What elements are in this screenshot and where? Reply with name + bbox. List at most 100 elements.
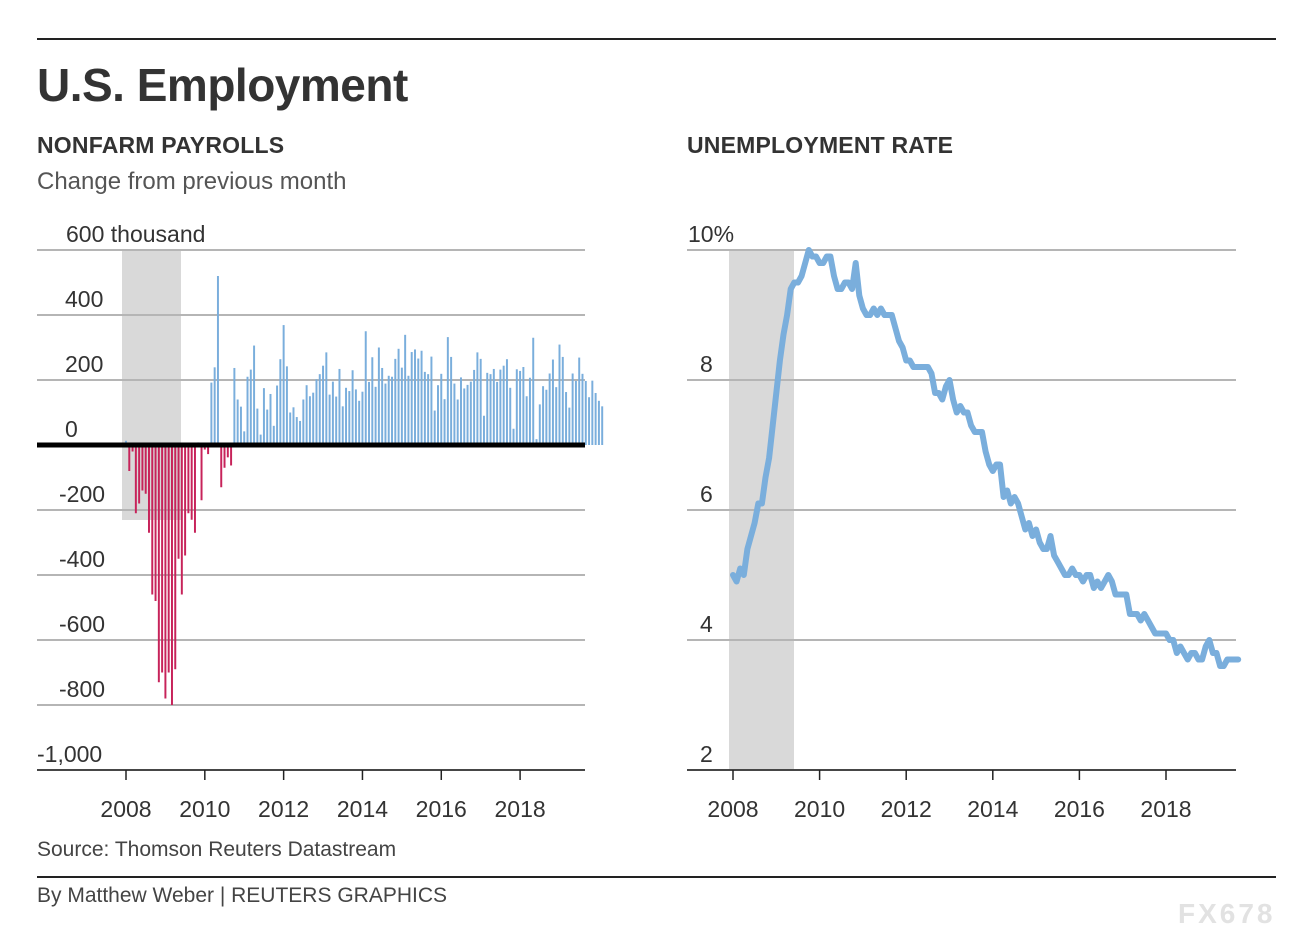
bar (200, 445, 203, 501)
bar (174, 445, 177, 670)
bar (361, 391, 364, 445)
bar (568, 407, 571, 445)
bar (538, 404, 541, 445)
bar (578, 357, 581, 445)
bar (377, 347, 380, 445)
bar (164, 445, 167, 699)
bar (335, 396, 338, 445)
bar (302, 399, 305, 445)
bar (170, 445, 173, 705)
bar (374, 386, 377, 445)
bar (292, 407, 295, 445)
bar (207, 445, 210, 455)
bar (437, 385, 439, 445)
bar (440, 373, 443, 445)
bar (161, 445, 164, 673)
y-tick-label: -400 (59, 546, 105, 572)
bar (499, 369, 502, 445)
payrolls-subtitle: Change from previous month (37, 168, 347, 195)
bar (555, 387, 558, 445)
x-tick-label: 2016 (1054, 796, 1105, 822)
bar (410, 352, 413, 445)
bar (368, 381, 371, 445)
bar (548, 373, 551, 445)
bar (157, 445, 160, 683)
bar (551, 359, 554, 445)
bar (345, 387, 348, 445)
unemployment-line (730, 247, 1242, 669)
bar (328, 394, 331, 445)
bar (184, 445, 187, 556)
page-title: U.S. Employment (37, 59, 408, 111)
bar (193, 445, 196, 533)
bar (528, 377, 531, 445)
bar (131, 445, 134, 452)
bar (525, 396, 528, 445)
bar (253, 345, 256, 445)
bar (364, 331, 367, 445)
bar (354, 389, 357, 445)
y-tick-label: 8 (700, 351, 713, 377)
x-tick-label: 2008 (707, 796, 758, 822)
payrolls-title: NONFARM PAYROLLS (37, 132, 285, 158)
bar (404, 334, 407, 445)
bar (597, 400, 600, 445)
x-tick-label: 2010 (179, 796, 230, 822)
bar (420, 350, 423, 445)
bar (210, 382, 213, 445)
bar (476, 352, 479, 445)
y-tick-label: 2 (700, 741, 713, 767)
bar (558, 344, 561, 445)
bar (430, 356, 433, 445)
bar (341, 406, 344, 445)
y-tick-label: 600 thousand (66, 221, 205, 247)
bar (565, 392, 568, 445)
bar (331, 381, 334, 445)
bar (213, 367, 216, 445)
bar (502, 365, 505, 445)
bar (318, 374, 321, 445)
bar (492, 368, 495, 445)
bar (591, 380, 594, 445)
bar (279, 359, 282, 445)
unemployment-title: UNEMPLOYMENT RATE (687, 132, 954, 158)
bar (571, 373, 574, 445)
bar (371, 357, 374, 445)
y-tick-label: -200 (59, 481, 105, 507)
bar (473, 369, 476, 445)
bar (584, 380, 587, 445)
bar (450, 356, 453, 445)
bar (542, 386, 545, 445)
bar (338, 368, 341, 445)
bar (519, 370, 522, 445)
bar (387, 375, 390, 445)
bar (167, 445, 170, 673)
bar (545, 389, 548, 445)
bar (262, 388, 265, 445)
source-note: Source: Thomson Reuters Datastream (37, 838, 397, 861)
bar (223, 445, 226, 468)
bar (141, 445, 144, 491)
bar (466, 384, 469, 445)
bar (581, 373, 584, 445)
y-tick-label: 10% (688, 221, 734, 247)
bar (276, 385, 279, 445)
bar (407, 375, 410, 445)
bar (243, 431, 246, 445)
credit-line: By Matthew Weber | REUTERS GRAPHICS (37, 884, 448, 907)
bar (522, 367, 525, 445)
bar (459, 377, 462, 445)
bar (427, 374, 430, 445)
bar (190, 445, 193, 520)
x-tick-label: 2014 (967, 796, 1018, 822)
bar (144, 445, 147, 494)
x-tick-label: 2008 (100, 796, 151, 822)
bar (177, 445, 180, 559)
bar (423, 371, 426, 445)
bar (391, 376, 393, 445)
bar (256, 408, 259, 445)
y-tick-label: -1,000 (37, 741, 102, 767)
bar (128, 445, 131, 471)
x-tick-label: 2012 (258, 796, 309, 822)
